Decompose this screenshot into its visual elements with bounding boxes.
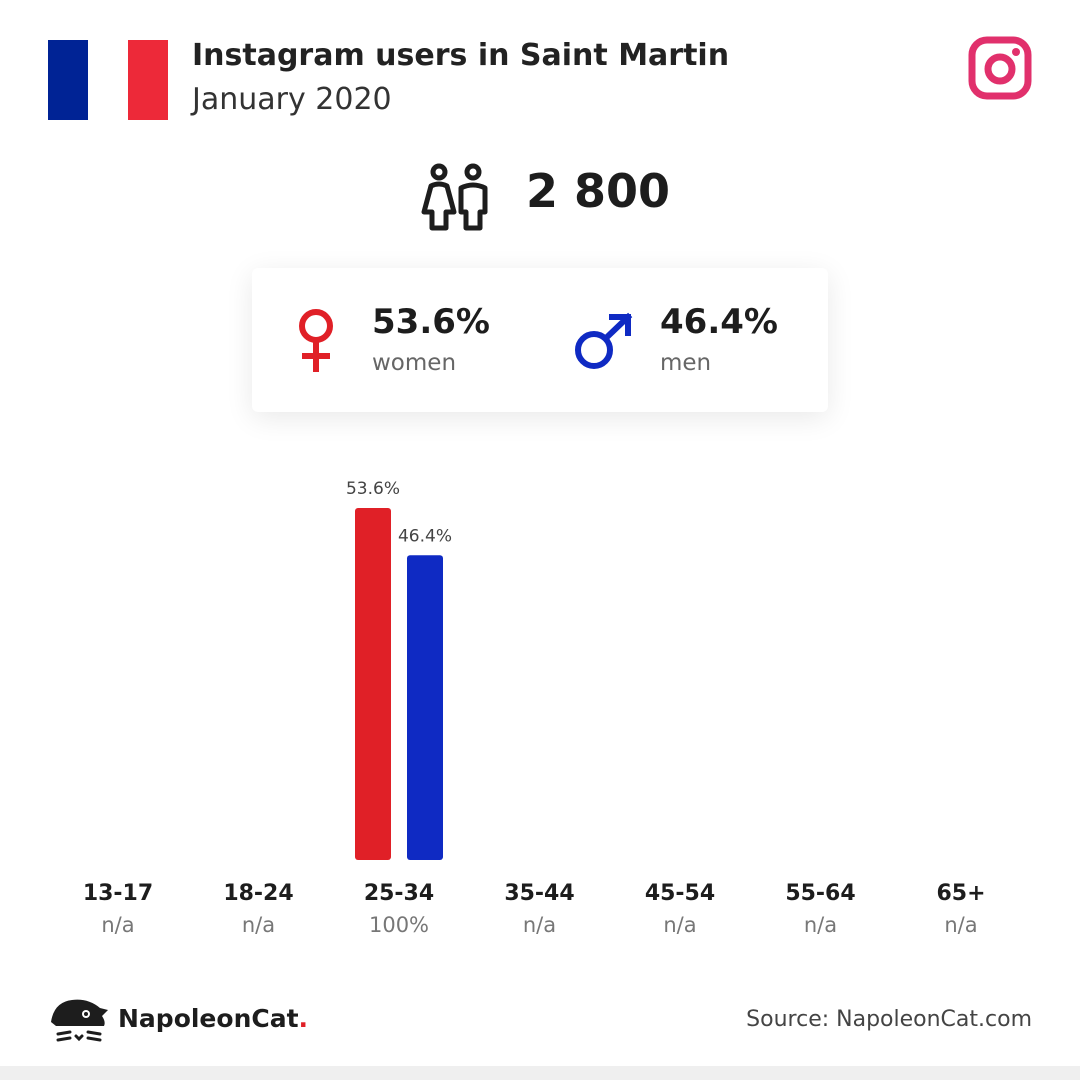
total-users: 2 800	[420, 160, 720, 232]
female-label: women	[372, 350, 457, 376]
category-total-label: n/a	[523, 913, 556, 937]
x-tick-label: 55-64	[785, 881, 855, 906]
x-tick-label: 45-54	[645, 881, 715, 906]
data-label: 53.6%	[346, 479, 400, 499]
female-percentage: 53.6%	[372, 302, 490, 342]
category-total-label: n/a	[663, 913, 696, 937]
page-title: Instagram users in Saint Martin	[192, 38, 730, 73]
x-tick-label: 65+	[936, 881, 985, 906]
flag-icon	[48, 40, 168, 120]
age-gender-chart: 13-17 n/a 18-24 n/a 25-34 100% 53.6% 46.4% 35-44…	[83, 479, 986, 937]
instagram-icon-frame	[968, 36, 1032, 100]
instagram-icon	[968, 36, 1032, 100]
source-text: Source: NapoleonCat.com	[746, 1007, 1032, 1032]
page-subtitle: January 2020	[192, 82, 392, 117]
x-tick-label: 35-44	[504, 881, 574, 906]
instagram-icon-dot	[1012, 48, 1020, 56]
total-users-value: 2 800	[526, 164, 671, 218]
male-icon	[575, 312, 633, 369]
x-tick-label: 25-34	[364, 881, 434, 906]
bar	[355, 508, 391, 860]
male-label: men	[660, 350, 712, 376]
people-icon	[421, 163, 488, 231]
x-tick-label: 13-17	[83, 881, 153, 906]
category-total-label: n/a	[101, 913, 134, 937]
female-icon	[299, 309, 333, 372]
category-total-label: n/a	[242, 913, 275, 937]
bar	[407, 555, 443, 860]
brand-name-text: NapoleonCat	[118, 1004, 299, 1033]
flag-stripe-blue	[48, 40, 88, 120]
gender-summary-card: 53.6% women 46.4% men	[252, 268, 828, 412]
bottom-strip	[0, 1066, 1080, 1080]
category-total-label: 100%	[369, 913, 429, 937]
category-total-label: n/a	[944, 913, 977, 937]
instagram-icon-lens	[984, 53, 1016, 85]
category-total-label: n/a	[804, 913, 837, 937]
x-tick-label: 18-24	[223, 881, 293, 906]
brand-dot: .	[298, 1004, 309, 1033]
napoleoncat-logo-icon	[51, 999, 108, 1042]
male-percentage: 46.4%	[660, 302, 778, 342]
brand-name: NapoleonCat.	[118, 1004, 308, 1033]
data-label: 46.4%	[398, 526, 452, 546]
flag-stripe-red	[128, 40, 168, 120]
